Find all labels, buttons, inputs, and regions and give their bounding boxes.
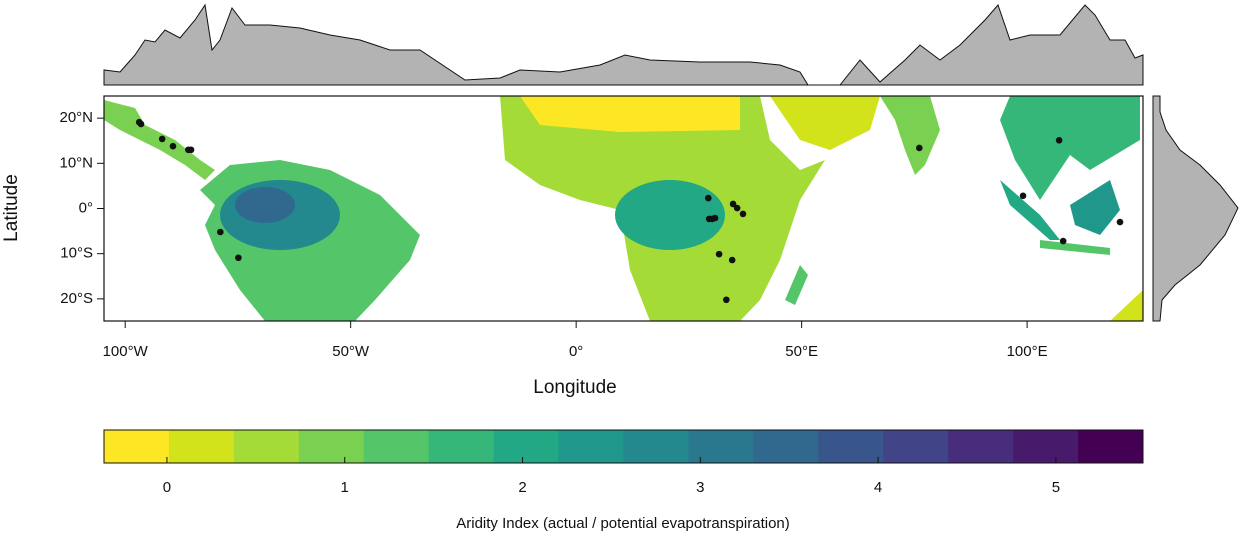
- colorbar-tick-label: 2: [518, 479, 526, 496]
- colorbar-bin: [168, 430, 235, 463]
- colorbar-frame: [103, 429, 1144, 464]
- x-axis-title: Longitude: [533, 377, 616, 398]
- land: [104, 96, 1143, 321]
- colorbar-bin: [428, 430, 495, 463]
- arabia: [770, 96, 880, 150]
- colorbar-bin: [883, 430, 949, 463]
- y-tick-label: 20°S: [60, 290, 93, 307]
- y-axis-title: Latitude: [1, 174, 22, 242]
- colorbar-bin: [688, 430, 754, 463]
- site-point: [1019, 192, 1027, 200]
- congo: [615, 180, 725, 250]
- se-asia: [1000, 96, 1140, 200]
- site-point: [1116, 218, 1124, 226]
- colorbar-bin: [298, 430, 365, 463]
- y-tick-label: 10°N: [59, 154, 93, 171]
- colorbar-bin: [623, 430, 689, 463]
- colorbar-bin: [818, 430, 884, 463]
- x-tick-label: 0°: [569, 343, 583, 360]
- site-point: [1059, 237, 1067, 245]
- site-point: [711, 214, 719, 222]
- colorbar-bin: [233, 430, 300, 463]
- colorbar-bin: [104, 430, 170, 463]
- site-point: [235, 254, 242, 262]
- colorbar-title: Aridity Index (actual / potential evapot…: [456, 515, 790, 532]
- site-point: [187, 146, 195, 154]
- site-point: [728, 256, 736, 264]
- y-tick-label: 20°N: [59, 109, 93, 126]
- colorbar-bin: [558, 430, 624, 463]
- colorbar-bin: [753, 430, 819, 463]
- y-tick-label: 10°S: [60, 245, 93, 262]
- java: [1040, 240, 1110, 255]
- site-point: [733, 204, 741, 212]
- india: [880, 96, 940, 175]
- colorbar-bin: [493, 430, 560, 463]
- site-point: [1055, 136, 1063, 144]
- sahara: [520, 96, 740, 132]
- site-point: [916, 144, 923, 152]
- sumatra: [1000, 180, 1060, 240]
- site-point: [715, 250, 723, 258]
- colorbar-tick-label: 3: [696, 479, 704, 496]
- y-tick-label: 0°: [79, 199, 93, 216]
- x-tick-label: 100°E: [1007, 343, 1048, 360]
- amazon-core: [235, 187, 295, 223]
- colorbar-bin: [1078, 430, 1144, 463]
- colorbar-bin: [948, 430, 1014, 463]
- borneo: [1070, 180, 1120, 235]
- site-point: [217, 228, 224, 236]
- site-point: [158, 135, 166, 143]
- site-point: [739, 210, 747, 218]
- australia: [1110, 290, 1143, 321]
- madagascar: [785, 265, 808, 305]
- site-point: [723, 296, 730, 304]
- x-tick-label: 50°E: [785, 343, 818, 360]
- colorbar-bin: [1013, 430, 1079, 463]
- site-point: [729, 200, 737, 208]
- colorbar-bin: [363, 430, 430, 463]
- colorbar-tick-label: 1: [341, 479, 349, 496]
- colorbar-tick-label: 4: [874, 479, 882, 496]
- colorbar-tick-label: 0: [163, 479, 171, 496]
- x-tick-label: 100°W: [103, 343, 149, 360]
- latitude-density: [1152, 95, 1239, 322]
- x-tick-label: 50°W: [332, 343, 370, 360]
- site-point: [137, 120, 145, 128]
- site-point: [169, 142, 177, 150]
- longitude-density: [103, 3, 1144, 86]
- site-point: [704, 194, 712, 202]
- colorbar-tick-label: 5: [1052, 479, 1060, 496]
